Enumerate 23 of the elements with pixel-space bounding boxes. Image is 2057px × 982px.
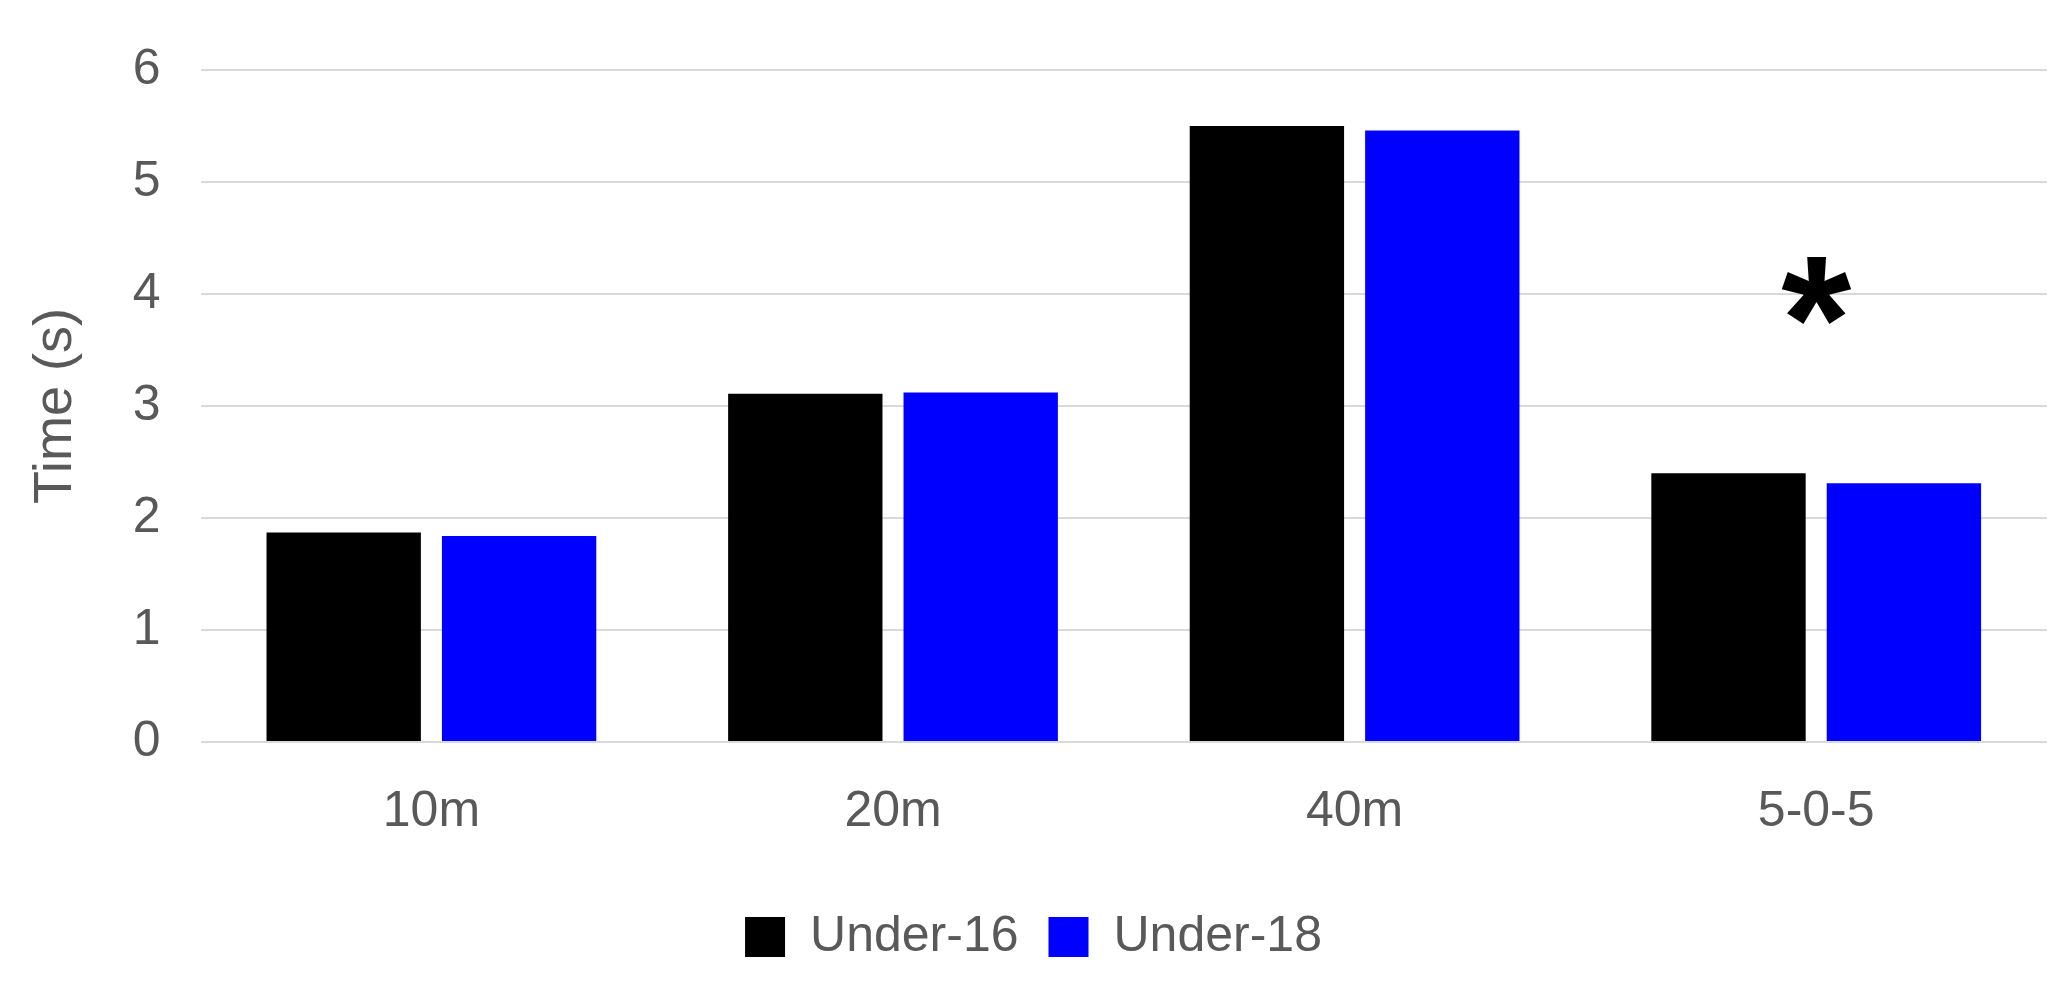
y-tick-label: 2 xyxy=(132,486,161,543)
y-tick-label: 3 xyxy=(132,374,161,431)
bar xyxy=(1189,126,1345,741)
legend-label: Under-16 xyxy=(810,905,1019,962)
bar xyxy=(903,392,1058,741)
x-tick-label: 5-0-5 xyxy=(1757,780,1875,837)
bar xyxy=(728,393,883,741)
y-axis-title: Time (s) xyxy=(22,308,83,504)
y-tick-label: 1 xyxy=(132,598,161,655)
bar xyxy=(1365,130,1520,741)
x-tick-label: 10m xyxy=(382,780,481,837)
y-tick-label: 0 xyxy=(132,710,161,767)
x-tick-label: 20m xyxy=(844,780,942,837)
bar xyxy=(1651,473,1806,741)
bar xyxy=(266,532,421,741)
x-tick-label: 40m xyxy=(1305,780,1404,837)
y-tick-label: 5 xyxy=(132,150,161,207)
annotation: * xyxy=(1781,218,1852,420)
bar xyxy=(1826,483,1982,741)
y-tick-label: 6 xyxy=(132,38,161,95)
legend-label: Under-18 xyxy=(1113,905,1322,962)
bar xyxy=(441,535,597,741)
y-tick-label: 4 xyxy=(132,262,161,319)
